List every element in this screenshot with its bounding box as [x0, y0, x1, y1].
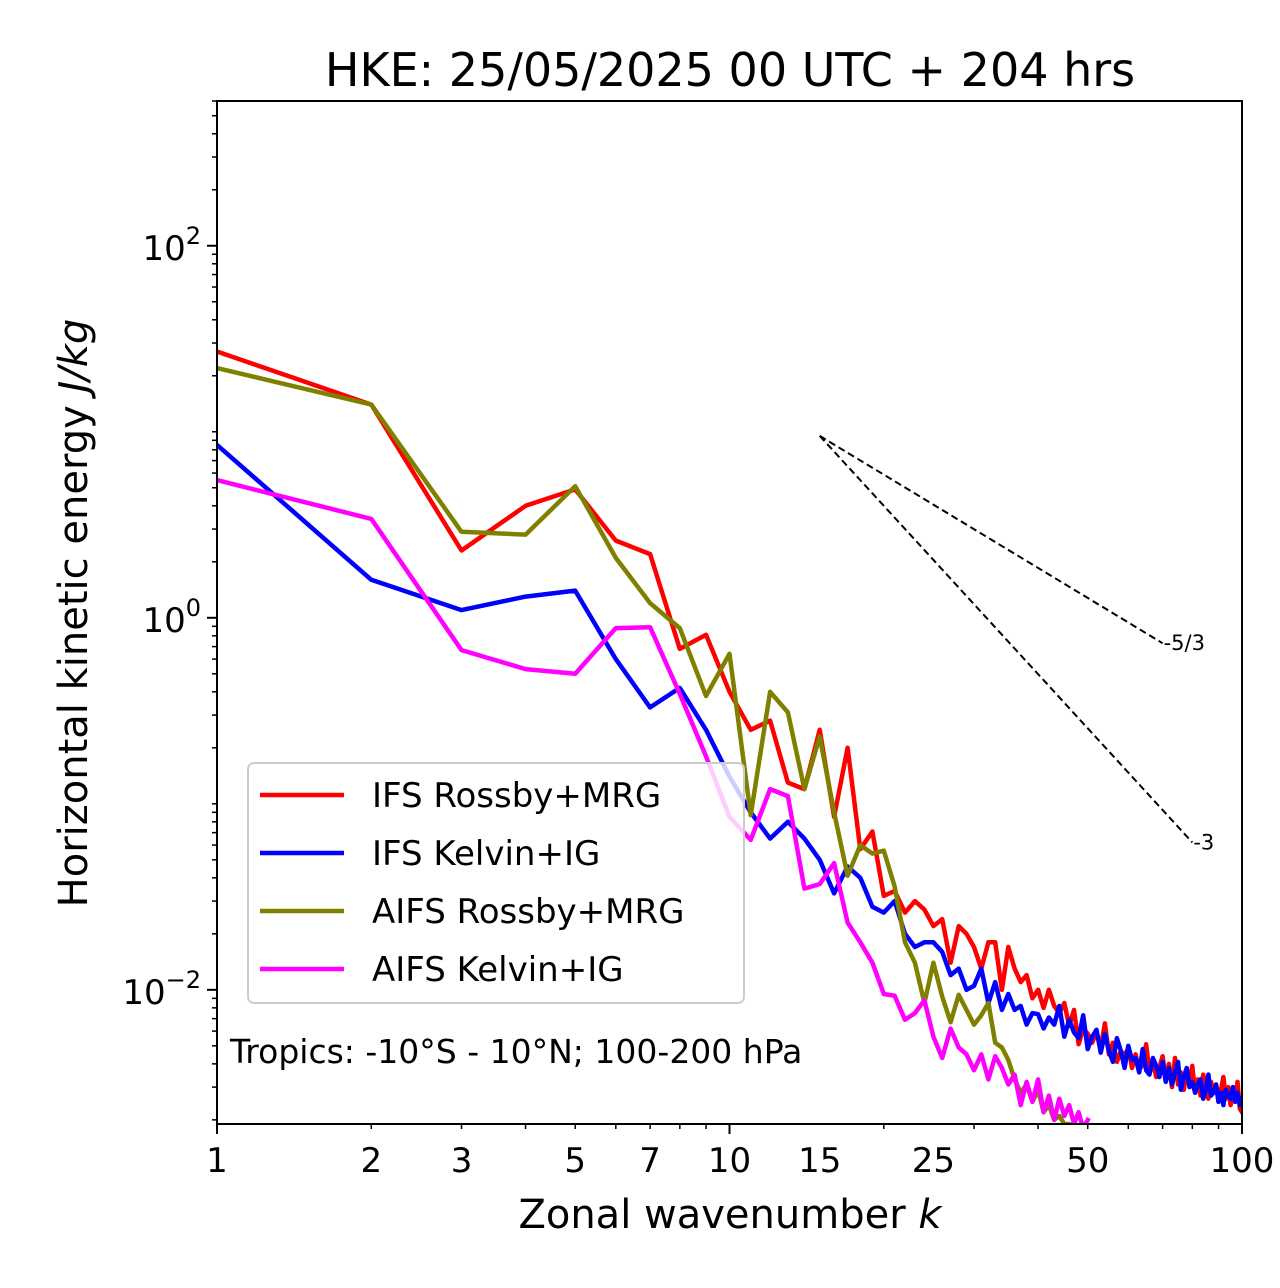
legend-label-aifs-kelvin-ig: AIFS Kelvin+IG: [372, 950, 624, 990]
series-line-ifs-kelvin-ig: [217, 441, 1242, 1108]
x-tick-label: 15: [798, 1141, 841, 1181]
slope-label-5-3: -5/3: [1164, 631, 1205, 655]
x-tick-label: 50: [1066, 1141, 1109, 1181]
x-tick-label: 7: [639, 1141, 661, 1181]
slope-line-3: [819, 435, 1194, 844]
y-axis-label: Horizontal kinetic energy J/kg: [51, 319, 97, 908]
x-tick-label: 25: [912, 1141, 955, 1181]
annotation-group: Tropics: -10°S - 10°N; 100-200 hPa: [229, 1032, 802, 1071]
series-line-aifs-rossby-mrg: [217, 365, 1073, 1124]
y-tick-label: 10−2: [122, 966, 201, 1013]
x-tick-label: 10: [708, 1141, 751, 1181]
slope-line-5-3: [819, 435, 1164, 645]
x-tick-label: 5: [564, 1141, 586, 1181]
x-tick-label: 3: [451, 1141, 473, 1181]
x-tick-label: 100: [1210, 1141, 1275, 1181]
legend-frame: [247, 762, 745, 1004]
legend-label-aifs-rossby-mrg: AIFS Rossby+MRG: [372, 892, 684, 932]
x-tick-label: 2: [360, 1141, 382, 1181]
x-axis-label: Zonal wavenumber k: [518, 1192, 943, 1238]
region-annotation: Tropics: -10°S - 10°N; 100-200 hPa: [229, 1032, 802, 1071]
x-axis-ticks: 1 2 3 5 7 10 15 25 50 100: [206, 1124, 1274, 1181]
legend-label-ifs-kelvin-ig: IFS Kelvin+IG: [372, 834, 600, 874]
x-tick-label: 1: [206, 1141, 228, 1181]
y-axis-ticks: 10−2 100 102: [122, 100, 217, 1121]
chart-title: HKE: 25/05/2025 00 UTC + 204 hrs: [325, 43, 1135, 97]
slope-layer: -5/3 -3: [819, 435, 1214, 854]
slope-label-3: -3: [1193, 830, 1214, 854]
legend: IFS Rossby+MRG IFS Kelvin+IG AIFS Rossby+M…: [247, 762, 745, 1004]
legend-label-ifs-rossby-mrg: IFS Rossby+MRG: [372, 776, 661, 816]
y-tick-label: 102: [142, 222, 201, 269]
y-tick-label: 100: [142, 594, 201, 641]
